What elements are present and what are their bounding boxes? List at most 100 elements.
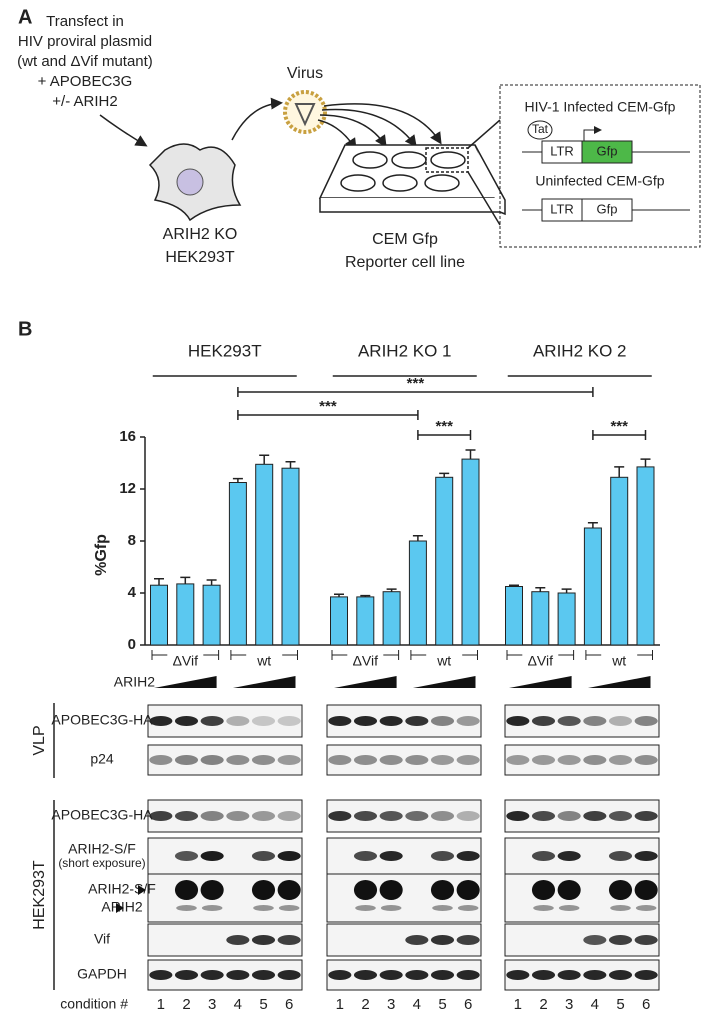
band [432, 905, 453, 911]
band [583, 811, 607, 821]
band [226, 716, 250, 726]
bar [382, 591, 401, 646]
dose-wedge [587, 676, 651, 688]
step-text: Transfect in [46, 13, 124, 30]
lane-number: 4 [413, 996, 421, 1013]
blot [504, 923, 660, 957]
band [557, 880, 581, 900]
error-bar [535, 587, 546, 592]
blot [147, 744, 303, 776]
lane-number: 6 [285, 996, 293, 1013]
promoter-arrow [583, 126, 602, 141]
blot [326, 873, 482, 923]
band [277, 880, 301, 900]
blot [326, 744, 482, 776]
band [251, 755, 276, 765]
inset-text: LTR [550, 143, 574, 158]
bar [356, 596, 375, 646]
band [608, 755, 633, 765]
band [278, 905, 300, 911]
arrow [99, 114, 148, 147]
band [200, 880, 224, 900]
section-label: HEK293T [31, 860, 48, 930]
cell-label: HEK293T [165, 249, 235, 266]
band [277, 755, 301, 765]
blot-label: GAPDH [77, 966, 127, 982]
error-bar [180, 576, 191, 584]
band [251, 935, 276, 945]
bar [330, 596, 348, 646]
band [608, 970, 633, 980]
lane-number: 5 [616, 996, 624, 1013]
plate [318, 119, 506, 226]
y-tick-label: 4 [128, 584, 137, 601]
lane-number: 4 [234, 996, 242, 1013]
error-bar [587, 522, 598, 528]
band [583, 970, 607, 980]
bar [255, 463, 274, 646]
error-bar [259, 454, 270, 465]
significance-label: *** [435, 418, 453, 435]
step-text: (wt and ΔVif mutant) [17, 53, 153, 70]
band [610, 905, 631, 911]
band [531, 880, 556, 900]
blot [504, 873, 660, 923]
band [379, 755, 403, 765]
inset-box [499, 84, 701, 248]
band [635, 905, 657, 911]
significance-bracket [592, 430, 647, 440]
band [456, 880, 480, 900]
group-label: ARIH2 KO 1 [358, 341, 452, 360]
band [253, 905, 274, 911]
virus-label: Virus [287, 65, 323, 82]
y-tick-label: 8 [128, 532, 136, 549]
band [583, 935, 607, 945]
blot [504, 704, 660, 738]
blot [326, 704, 482, 738]
error-bar [412, 535, 423, 541]
significance-label: *** [610, 418, 628, 435]
bar [176, 583, 195, 646]
band [456, 755, 480, 765]
subgroup-label: wt [256, 653, 271, 669]
band [149, 970, 173, 980]
band [634, 716, 658, 726]
inset-text: Uninfected CEM-Gfp [535, 173, 664, 189]
band [353, 970, 378, 980]
group-label: ARIH2 KO 2 [533, 341, 627, 360]
band [456, 851, 480, 861]
band [506, 716, 530, 726]
band [634, 970, 658, 980]
section-label: VLP [31, 725, 48, 755]
band [200, 851, 224, 861]
band [251, 970, 276, 980]
inset-text: LTR [550, 201, 574, 216]
blot-label: ARIH2 [101, 899, 142, 915]
band [328, 970, 352, 980]
band [506, 970, 530, 980]
gfp [581, 198, 633, 222]
bar [281, 467, 300, 646]
error-bar [509, 584, 519, 587]
blot [147, 837, 303, 875]
panel-a: A Transfect in HIV proviral plasmid (wt … [17, 6, 701, 271]
lane-number: 5 [259, 996, 267, 1013]
blot [326, 959, 482, 991]
bar [636, 466, 655, 646]
band [355, 905, 376, 911]
inset-text: Gfp [597, 201, 618, 216]
subgroup-bracket [230, 650, 298, 660]
band [531, 716, 556, 726]
band [405, 935, 429, 945]
lane-number: 6 [464, 996, 472, 1013]
band [379, 716, 403, 726]
band [430, 811, 455, 821]
band [149, 811, 173, 821]
arrow [321, 108, 417, 148]
band [558, 905, 580, 911]
significance-bracket [237, 387, 594, 397]
lane-number: 2 [182, 996, 190, 1013]
band [353, 755, 378, 765]
band [251, 811, 276, 821]
